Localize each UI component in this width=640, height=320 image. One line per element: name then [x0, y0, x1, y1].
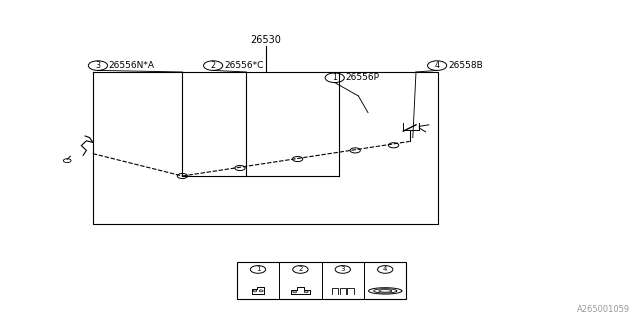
Text: 26556N*A: 26556N*A: [109, 61, 155, 70]
Text: 4: 4: [383, 267, 387, 272]
Text: 26530: 26530: [250, 35, 281, 45]
Text: A265001059: A265001059: [577, 305, 630, 314]
Text: 2: 2: [211, 61, 216, 70]
Text: 2: 2: [298, 267, 303, 272]
Text: 26558B: 26558B: [448, 61, 483, 70]
Text: 4: 4: [435, 61, 440, 70]
Text: 26556P: 26556P: [346, 73, 380, 82]
Text: 3: 3: [340, 267, 345, 272]
Text: 1: 1: [256, 267, 260, 272]
Bar: [237, 262, 406, 299]
Text: 26556*C: 26556*C: [224, 61, 264, 70]
Text: 1: 1: [332, 73, 337, 82]
Text: 3: 3: [95, 61, 100, 70]
